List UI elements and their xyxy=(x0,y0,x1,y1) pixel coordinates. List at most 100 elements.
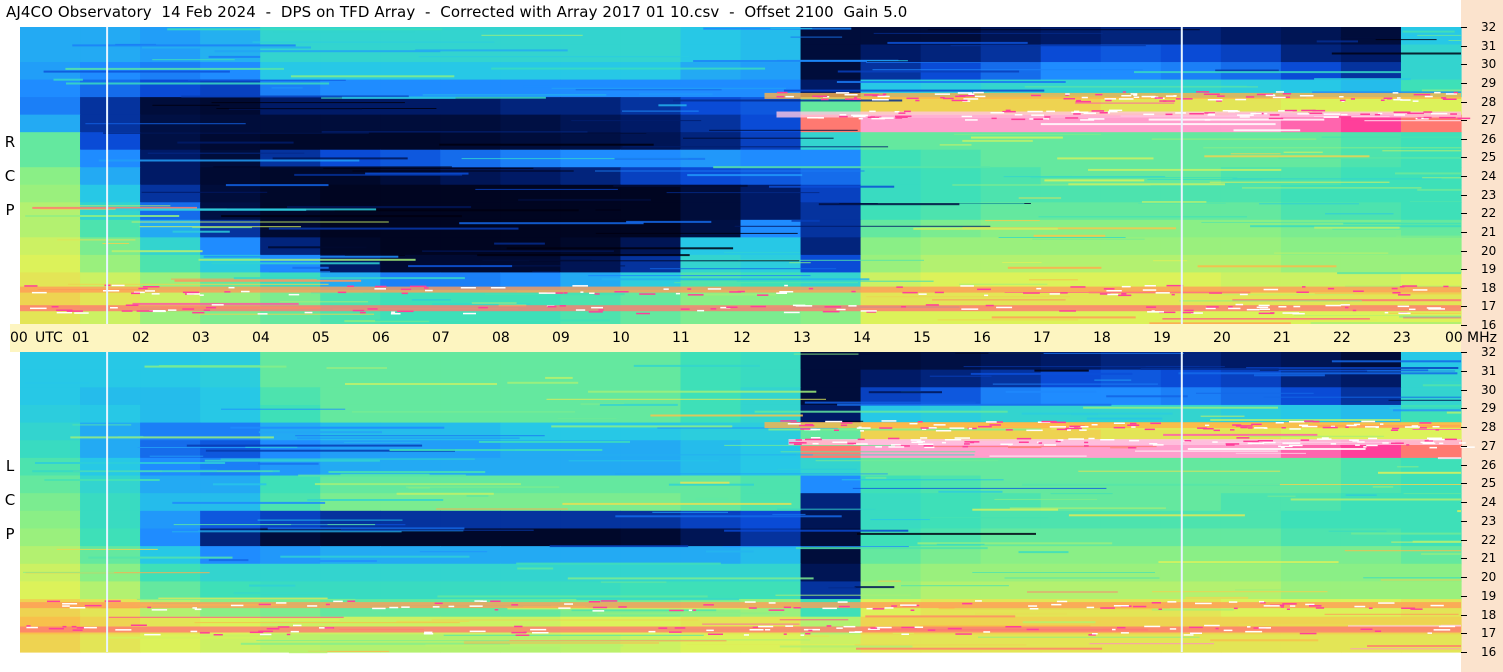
interference-streak xyxy=(546,398,826,400)
interference-streak xyxy=(72,44,296,47)
spectrogram-cell xyxy=(260,132,321,151)
hot-band-speckle xyxy=(1315,607,1325,609)
interference-streak xyxy=(268,246,367,249)
frequency-tick xyxy=(1461,269,1467,270)
interference-streak xyxy=(865,476,887,479)
interference-streak xyxy=(937,319,1079,321)
hot-band-speckle xyxy=(920,437,928,439)
interference-streak xyxy=(870,519,930,521)
hot-band-speckle xyxy=(1235,425,1253,427)
spectrogram-cell xyxy=(140,404,201,424)
hot-band-speckle xyxy=(989,424,1001,426)
hot-band-speckle xyxy=(390,313,401,315)
spectrogram-cell xyxy=(620,387,682,406)
spectrogram-cell xyxy=(1340,289,1402,309)
spectrogram-cell xyxy=(680,422,742,441)
frequency-tick-label: 31 xyxy=(1481,364,1497,378)
frequency-tick-label: 18 xyxy=(1481,281,1497,295)
hot-band-speckle xyxy=(1233,607,1238,610)
hot-band-speckle xyxy=(1350,98,1355,100)
hot-band-speckle xyxy=(867,628,880,630)
interference-streak xyxy=(221,215,462,218)
hot-band-speckle xyxy=(835,92,850,94)
interference-streak xyxy=(1148,118,1325,121)
spectrogram-cell xyxy=(860,184,922,203)
hot-band-speckle xyxy=(1268,117,1284,120)
spectrogram-cell xyxy=(1280,457,1342,477)
spectrogram-cell xyxy=(140,254,201,274)
hot-band-speckle xyxy=(1104,98,1117,100)
spectrogram-cell xyxy=(500,546,561,565)
interference-streak xyxy=(658,104,687,107)
spectrogram-cell xyxy=(800,237,862,256)
hot-band-speckle xyxy=(1016,437,1032,440)
interference-streak xyxy=(477,254,690,257)
spectrogram-cell xyxy=(620,62,682,81)
spectrogram-cell xyxy=(380,202,441,221)
spectrogram-cell xyxy=(200,387,261,406)
interference-streak xyxy=(702,623,800,625)
frequency-tick-label: 28 xyxy=(1481,420,1497,434)
spectrogram-cell xyxy=(920,369,982,388)
spectrogram-cell xyxy=(200,440,261,459)
hot-band-speckle xyxy=(1190,632,1202,634)
hot-band-speckle xyxy=(1118,294,1132,297)
hot-band-speckle xyxy=(1081,96,1088,99)
hot-band-speckle xyxy=(1398,312,1411,315)
interference-streak xyxy=(568,460,719,462)
interference-streak xyxy=(1274,252,1389,254)
spectrogram-cell xyxy=(260,114,321,133)
interference-streak xyxy=(615,515,842,518)
spectrogram-cell xyxy=(1340,387,1402,406)
hot-band-speckle xyxy=(125,304,139,306)
hot-band-speckle xyxy=(1360,628,1373,630)
frequency-tick xyxy=(1461,27,1467,28)
spectrogram-cell xyxy=(140,440,201,459)
spectrogram-cell xyxy=(680,493,742,512)
spectrogram-cell xyxy=(1280,634,1342,653)
interference-streak xyxy=(830,420,864,422)
interference-streak xyxy=(408,487,430,489)
hot-band-speckle xyxy=(142,286,160,288)
hot-band-speckle xyxy=(914,626,924,628)
hot-band-speckle xyxy=(401,292,408,295)
spectrogram-cell xyxy=(440,563,501,583)
interference-streak xyxy=(1151,138,1317,140)
spectrogram-cell xyxy=(20,404,81,424)
spectrogram-cell xyxy=(1280,563,1342,583)
spectrogram-cell xyxy=(20,114,81,133)
hot-band-speckle xyxy=(1215,627,1219,630)
hot-band-speckle xyxy=(575,309,586,311)
hot-band-speckle xyxy=(1427,437,1442,439)
spectrogram-cell xyxy=(1160,546,1222,565)
spectrogram-cell xyxy=(1040,27,1102,46)
hot-band-speckle xyxy=(757,294,769,296)
frequency-axis-background xyxy=(1461,0,1503,672)
spectrogram-cell xyxy=(80,546,141,565)
spectrogram-cell xyxy=(1220,219,1282,238)
spectrogram-cell xyxy=(560,387,622,406)
interference-streak xyxy=(1380,579,1461,581)
spectrogram-cell xyxy=(260,387,321,406)
interference-streak xyxy=(1393,409,1461,412)
hot-band-speckle xyxy=(1349,439,1359,441)
spectrogram-cell xyxy=(380,404,441,424)
frequency-tick xyxy=(1461,64,1467,65)
spectrogram-cell xyxy=(1280,307,1342,326)
interference-streak xyxy=(599,403,678,406)
interference-streak xyxy=(633,364,760,367)
interference-streak xyxy=(1200,415,1245,417)
interference-streak xyxy=(35,462,226,464)
interference-streak xyxy=(213,166,452,168)
hot-band-speckle xyxy=(1312,420,1320,423)
hot-band-speckle xyxy=(1127,424,1140,426)
interference-streak xyxy=(111,250,203,253)
spectrogram-cell xyxy=(80,184,141,203)
interference-streak xyxy=(704,293,777,296)
hot-band-speckle xyxy=(1340,304,1350,306)
hot-band-speckle xyxy=(149,310,166,312)
interference-streak xyxy=(1075,102,1175,104)
hour-label: 17 xyxy=(1033,330,1051,346)
hot-band-speckle xyxy=(870,116,875,118)
spectrogram-cell xyxy=(1220,167,1282,186)
